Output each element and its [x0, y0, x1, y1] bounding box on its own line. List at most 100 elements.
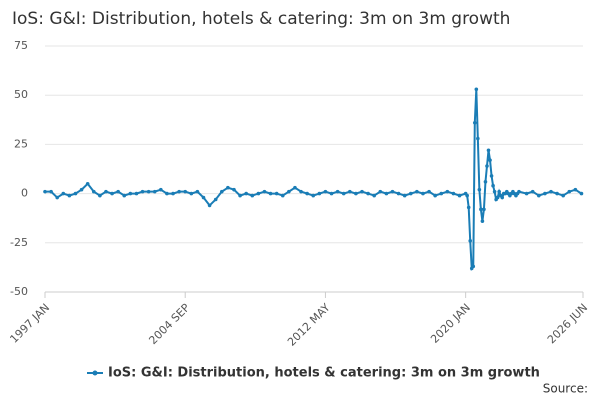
- point: [311, 193, 316, 198]
- point: [104, 189, 108, 194]
- point: [489, 174, 494, 178]
- x-tick-label: 2004 SEP: [146, 301, 192, 347]
- x-tick-label: 2012 MAY: [285, 301, 333, 349]
- legend-label: IoS: G&I: Distribution, hotels & caterin…: [108, 366, 540, 381]
- point: [85, 181, 90, 186]
- point: [323, 189, 328, 194]
- point: [433, 193, 437, 198]
- point: [128, 191, 133, 196]
- point: [134, 191, 139, 196]
- point: [543, 191, 547, 196]
- legend-marker: [92, 370, 98, 376]
- point: [567, 189, 572, 194]
- series-line: [45, 89, 583, 272]
- point: [61, 191, 66, 196]
- point: [421, 191, 425, 196]
- point: [91, 189, 96, 194]
- point: [537, 193, 541, 198]
- y-tick-label: 75: [14, 39, 28, 52]
- point: [171, 191, 175, 196]
- point: [232, 187, 236, 192]
- point: [497, 189, 501, 194]
- point: [573, 187, 578, 192]
- point: [524, 191, 529, 196]
- point: [491, 183, 495, 188]
- point: [79, 187, 84, 192]
- point: [348, 189, 352, 194]
- point: [445, 189, 450, 194]
- y-tick-label: 25: [14, 137, 28, 150]
- point: [465, 193, 469, 198]
- point: [122, 193, 127, 198]
- x-tick-label: 1997 JAN: [7, 301, 52, 346]
- point: [466, 205, 471, 210]
- x-tick-label: 2026 JUN: [545, 301, 590, 346]
- point: [256, 191, 261, 196]
- point: [274, 191, 279, 196]
- point: [439, 191, 444, 196]
- point: [384, 191, 389, 196]
- point: [477, 187, 482, 192]
- point: [159, 187, 163, 192]
- point: [140, 189, 145, 194]
- point: [201, 195, 206, 200]
- point: [146, 189, 151, 194]
- point: [483, 179, 488, 184]
- point: [468, 239, 473, 243]
- point: [67, 193, 72, 198]
- point: [280, 193, 285, 198]
- point: [207, 203, 212, 208]
- point: [549, 189, 553, 194]
- point: [415, 189, 419, 194]
- point: [451, 191, 456, 196]
- y-tick-label: 50: [14, 88, 28, 101]
- chart-title: IoS: G&I: Distribution, hotels & caterin…: [12, 9, 510, 29]
- point: [189, 191, 194, 196]
- point: [262, 189, 267, 194]
- point: [492, 189, 497, 194]
- point: [293, 185, 297, 190]
- y-tick-label: -50: [10, 285, 28, 298]
- point: [238, 193, 242, 198]
- point: [476, 136, 480, 141]
- point: [305, 191, 309, 196]
- point: [488, 158, 492, 162]
- point: [366, 191, 370, 196]
- point: [287, 189, 291, 194]
- point: [555, 191, 559, 196]
- point: [457, 193, 462, 198]
- point: [495, 195, 500, 200]
- point: [500, 195, 505, 200]
- point: [354, 191, 358, 196]
- point: [408, 191, 413, 196]
- point: [219, 189, 224, 194]
- point: [372, 193, 377, 198]
- point: [485, 164, 489, 168]
- point: [390, 189, 395, 194]
- point: [98, 193, 102, 198]
- point: [244, 191, 248, 196]
- point: [427, 189, 431, 194]
- point: [317, 191, 322, 196]
- point: [402, 193, 407, 198]
- point: [250, 193, 255, 198]
- point: [299, 189, 303, 194]
- point: [226, 185, 230, 190]
- point: [152, 189, 157, 194]
- point: [396, 191, 401, 196]
- point: [474, 87, 479, 92]
- point: [165, 191, 169, 196]
- point: [268, 191, 273, 196]
- y-tick-label: 0: [21, 187, 28, 200]
- point: [335, 189, 340, 194]
- point: [55, 195, 59, 200]
- point: [213, 197, 218, 202]
- point: [73, 191, 78, 196]
- y-tick-label: -25: [10, 236, 28, 249]
- point: [195, 189, 200, 194]
- point: [530, 189, 535, 194]
- point: [471, 264, 476, 269]
- point: [177, 189, 181, 194]
- point: [472, 120, 477, 125]
